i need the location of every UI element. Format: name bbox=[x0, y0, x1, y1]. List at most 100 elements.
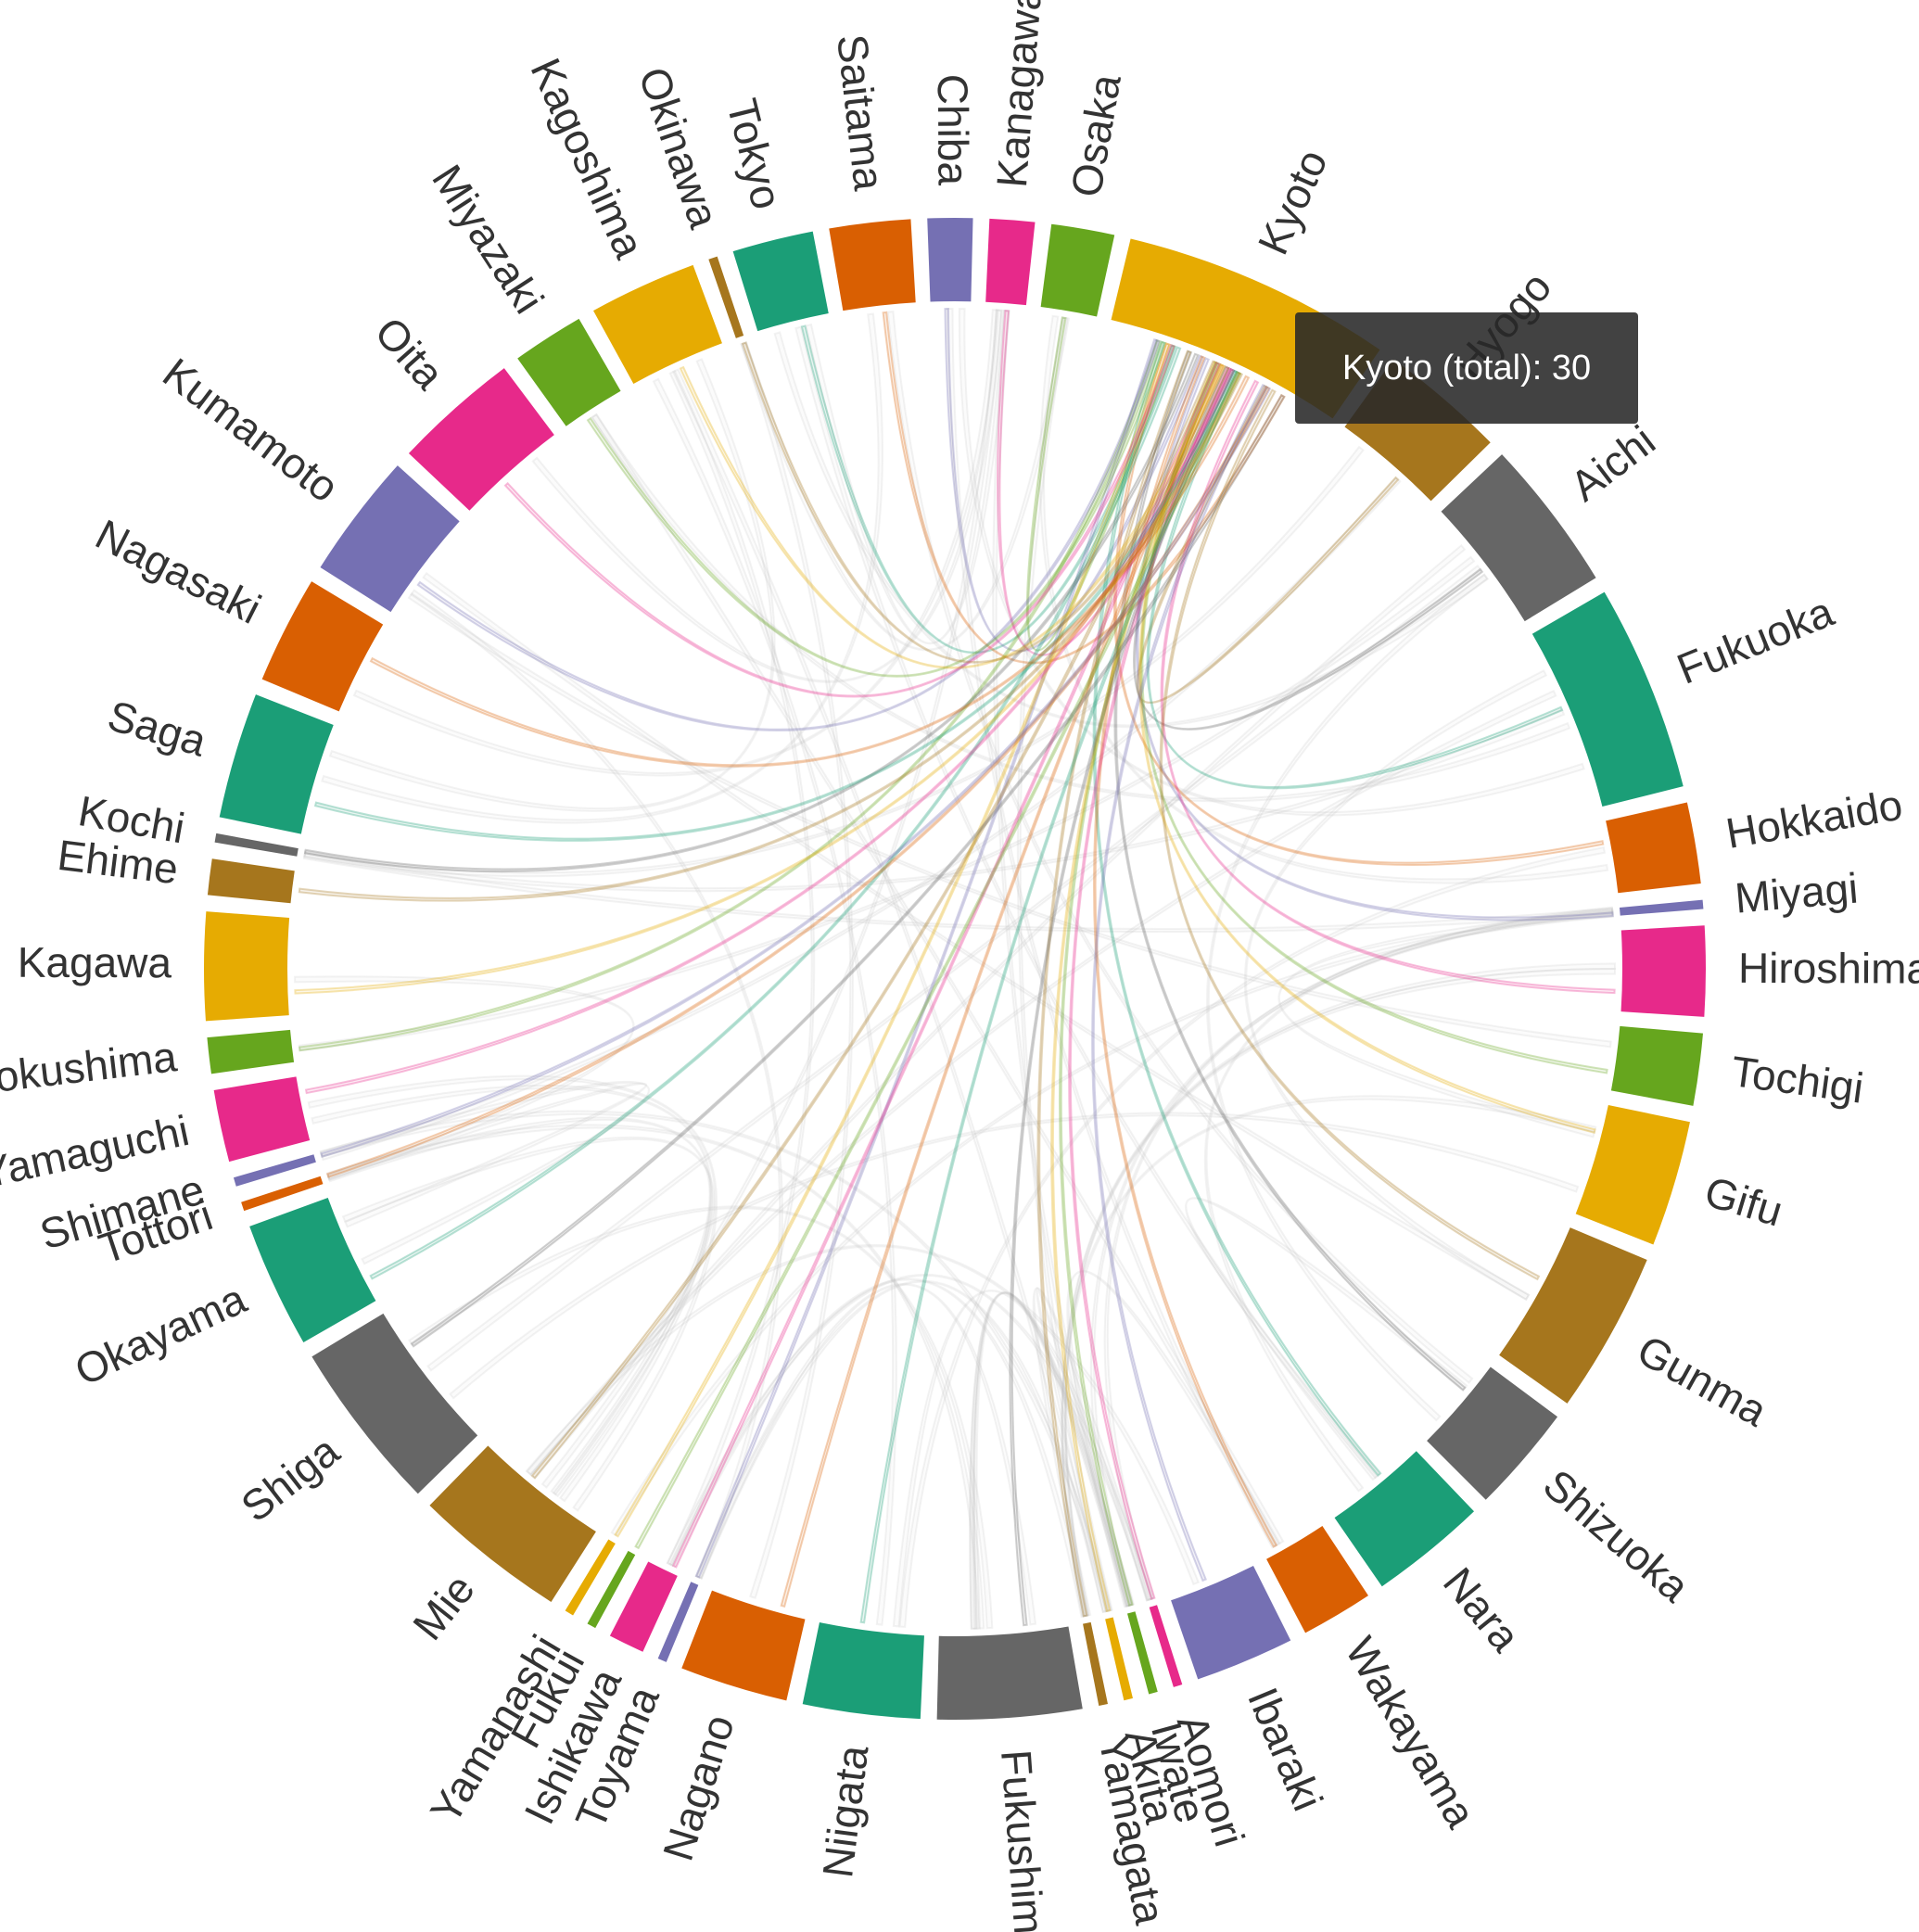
arc-oita[interactable] bbox=[408, 368, 554, 511]
arc-nagasaki[interactable] bbox=[261, 581, 384, 712]
arc-ishikawa[interactable] bbox=[609, 1561, 678, 1652]
chord-background bbox=[319, 1110, 1112, 1613]
arc-niigata[interactable] bbox=[802, 1622, 924, 1720]
arc-osaka[interactable] bbox=[1040, 223, 1115, 317]
label-fukuoka: Fukuoka bbox=[1671, 587, 1840, 693]
chord-kyoto-akita bbox=[1050, 362, 1225, 1613]
chord-kyoto-ishikawa bbox=[671, 361, 1221, 1569]
arc-akita[interactable] bbox=[1105, 1617, 1133, 1701]
arc-chiba[interactable] bbox=[927, 218, 973, 302]
arc-shiga[interactable] bbox=[311, 1313, 478, 1494]
chord-background bbox=[326, 1082, 648, 1228]
arc-kagawa[interactable] bbox=[204, 911, 290, 1022]
chord-kyoto-miyagi bbox=[1135, 357, 1614, 922]
arc-mie[interactable] bbox=[429, 1445, 596, 1602]
chord-kyoto-oita bbox=[503, 343, 1176, 698]
chord-background bbox=[307, 1074, 718, 1512]
chord-background bbox=[321, 312, 883, 824]
arc-tokushima[interactable] bbox=[207, 1029, 295, 1074]
arc-shizuoka[interactable] bbox=[1427, 1366, 1558, 1500]
chord-background bbox=[892, 1290, 1153, 1628]
chord-background bbox=[1016, 316, 1113, 1613]
arc-fukui[interactable] bbox=[587, 1550, 636, 1629]
arc-yamaguchi[interactable] bbox=[213, 1076, 311, 1163]
arc-miyagi[interactable] bbox=[1619, 899, 1704, 916]
arc-miyazaki[interactable] bbox=[517, 318, 621, 426]
arc-yamagata[interactable] bbox=[1083, 1621, 1108, 1706]
arc-tottori[interactable] bbox=[241, 1176, 324, 1212]
chord-background bbox=[1036, 1287, 1135, 1613]
arc-kumamoto[interactable] bbox=[320, 465, 460, 613]
arc-nara[interactable] bbox=[1334, 1451, 1475, 1587]
arc-fukushima[interactable] bbox=[936, 1626, 1083, 1721]
chord-kyoto-tokushima bbox=[298, 338, 1162, 1052]
chord-kyoto-kagawa bbox=[294, 371, 1241, 995]
chord-background bbox=[969, 1291, 1136, 1630]
label-shiga: Shiga bbox=[232, 1426, 348, 1531]
chord-background bbox=[1243, 669, 1548, 1302]
arc-aomori[interactable] bbox=[1149, 1605, 1183, 1687]
label-tokushima: Tokushima bbox=[0, 1032, 180, 1103]
chord-kyoto-shizuoka bbox=[1113, 350, 1467, 1392]
label-mie: Mie bbox=[403, 1565, 484, 1648]
chord-kyoto-aichi bbox=[1132, 365, 1484, 731]
arc-saga[interactable] bbox=[219, 694, 334, 834]
chord-kyoto-toyama bbox=[694, 338, 1159, 1579]
chord-kyoto-ibaraki bbox=[1091, 383, 1267, 1582]
chord-background bbox=[668, 1277, 1088, 1618]
chord-kyoto-miyazaki bbox=[586, 340, 1167, 678]
arc-tokyo[interactable] bbox=[732, 231, 829, 332]
chord-kyoto-hyogo bbox=[1136, 384, 1400, 704]
label-tochigi: Tochigi bbox=[1728, 1047, 1866, 1112]
chord-background bbox=[591, 413, 1571, 803]
chord-ribbons bbox=[294, 308, 1617, 1630]
arc-shimane[interactable] bbox=[233, 1154, 316, 1187]
chord-background bbox=[666, 369, 816, 1567]
label-shizuoka: Shizuoka bbox=[1534, 1460, 1699, 1611]
arc-hiroshima[interactable] bbox=[1620, 925, 1706, 1017]
arc-aichi[interactable] bbox=[1441, 454, 1596, 622]
label-tokyo: Tokyo bbox=[718, 94, 792, 213]
chord-kyoto-okayama bbox=[369, 346, 1182, 1280]
arc-kanagawa[interactable] bbox=[985, 218, 1036, 306]
chord-background bbox=[740, 316, 1071, 652]
arc-wakayama[interactable] bbox=[1266, 1526, 1368, 1633]
chord-kyoto-yamagata bbox=[1036, 350, 1192, 1618]
arc-okinawa[interactable] bbox=[708, 256, 744, 338]
arc-gifu[interactable] bbox=[1575, 1104, 1690, 1245]
arc-kagoshima[interactable] bbox=[593, 264, 722, 384]
label-miyazaki: Miyazaki bbox=[423, 156, 553, 322]
label-okayama: Okayama bbox=[68, 1274, 254, 1394]
chord-background bbox=[529, 543, 1467, 1480]
label-niigata: Niigata bbox=[813, 1742, 878, 1880]
arc-saitama[interactable] bbox=[829, 219, 916, 311]
chord-background bbox=[328, 358, 776, 812]
chord-background bbox=[805, 309, 1010, 645]
arc-gunma[interactable] bbox=[1499, 1227, 1647, 1404]
chord-kyoto-mie bbox=[530, 360, 1217, 1480]
arc-iwate[interactable] bbox=[1127, 1611, 1158, 1695]
arc-fukuoka[interactable] bbox=[1531, 591, 1684, 807]
label-chiba: Chiba bbox=[929, 74, 978, 186]
label-aichi: Aichi bbox=[1561, 416, 1664, 511]
arc-ehime[interactable] bbox=[207, 858, 295, 904]
chord-kyoto-kagoshima bbox=[679, 363, 1226, 669]
chord-background bbox=[886, 311, 1474, 1384]
chord-background bbox=[526, 689, 1557, 1477]
tooltip-separator: : bbox=[1531, 348, 1552, 388]
arc-nagano[interactable] bbox=[681, 1590, 806, 1701]
arc-ibaraki[interactable] bbox=[1171, 1565, 1291, 1680]
arc-kochi[interactable] bbox=[214, 833, 299, 857]
chord-background bbox=[695, 1279, 1110, 1614]
chord-kyoto-chiba bbox=[944, 308, 1204, 653]
arc-hokkaido[interactable] bbox=[1606, 802, 1701, 894]
chord-background bbox=[610, 910, 1614, 1537]
arc-tochigi[interactable] bbox=[1610, 1025, 1703, 1106]
arc-okayama[interactable] bbox=[249, 1198, 376, 1342]
chord-background bbox=[898, 845, 1607, 1629]
chord-background bbox=[652, 377, 897, 1626]
arc-toyama[interactable] bbox=[657, 1582, 699, 1662]
arc-yamanashi[interactable] bbox=[565, 1539, 616, 1616]
chord-kyoto-ehime bbox=[298, 372, 1244, 902]
chord-background bbox=[298, 555, 1476, 1052]
